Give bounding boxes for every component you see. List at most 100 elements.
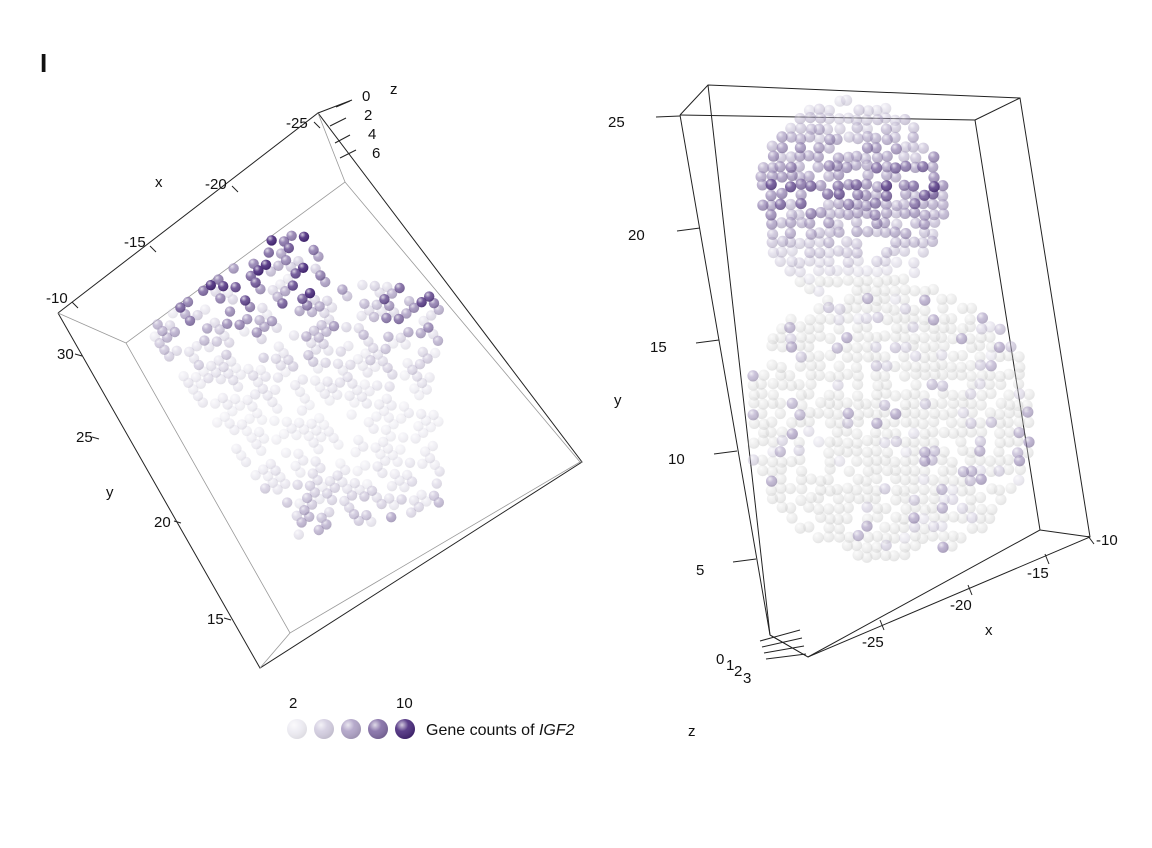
- data-point: [975, 473, 987, 485]
- data-point: [898, 521, 910, 534]
- data-point: [917, 237, 929, 249]
- data-point: [908, 474, 920, 486]
- left-y-tick-label: 25: [76, 429, 93, 446]
- data-point: [803, 323, 815, 335]
- data-point: [369, 280, 380, 292]
- data-point: [785, 161, 797, 173]
- data-point: [890, 464, 902, 476]
- data-point: [994, 437, 1006, 449]
- data-point: [898, 351, 910, 363]
- data-point: [748, 397, 760, 409]
- data-point: [994, 323, 1006, 335]
- data-point: [871, 473, 883, 485]
- data-point: [841, 397, 853, 409]
- data-point: [907, 482, 920, 494]
- data-point: [898, 294, 910, 306]
- data-point: [324, 507, 335, 518]
- data-point: [308, 244, 319, 256]
- data-point: [283, 242, 294, 254]
- data-point: [841, 246, 853, 259]
- data-point: [399, 482, 410, 493]
- data-point: [917, 161, 929, 173]
- data-point: [766, 416, 778, 428]
- data-point: [841, 341, 853, 353]
- data-point: [356, 391, 368, 402]
- data-point: [889, 293, 902, 305]
- right-z-tick-label: 2: [734, 663, 742, 680]
- data-point: [359, 491, 370, 502]
- data-point: [852, 322, 864, 334]
- data-point: [273, 260, 284, 271]
- data-point: [418, 427, 429, 438]
- data-point: [786, 417, 798, 429]
- data-point: [335, 346, 346, 357]
- data-point: [872, 311, 884, 324]
- data-point: [322, 376, 333, 387]
- data-point: [833, 370, 845, 383]
- data-point: [372, 380, 383, 391]
- data-point: [890, 236, 902, 248]
- data-point: [813, 103, 825, 115]
- data-point: [224, 337, 235, 348]
- data-point: [785, 313, 797, 325]
- data-point: [1013, 474, 1025, 486]
- left-3d-plot: -25 -20 -15 -10 x 30 25 20 15 y 0 2 4 6: [46, 81, 583, 669]
- data-point: [784, 483, 797, 495]
- data-point: [357, 279, 368, 291]
- data-point: [843, 465, 855, 477]
- data-point: [889, 274, 901, 286]
- data-point: [270, 465, 281, 476]
- data-point: [803, 170, 815, 182]
- data-point: [293, 529, 304, 540]
- data-point: [851, 150, 863, 162]
- data-point: [935, 331, 948, 344]
- data-point: [881, 207, 893, 219]
- data-point: [756, 388, 768, 400]
- left-points: [149, 230, 445, 540]
- data-point: [994, 454, 1006, 467]
- data-point: [329, 482, 340, 493]
- data-point: [879, 255, 891, 267]
- data-point: [870, 360, 883, 372]
- data-point: [280, 447, 292, 458]
- data-point: [918, 483, 930, 496]
- data-point: [406, 507, 417, 518]
- data-point: [965, 417, 977, 429]
- data-point: [937, 190, 949, 202]
- left-z-axis-title: z: [390, 81, 398, 98]
- data-point: [889, 342, 902, 354]
- data-point: [841, 368, 854, 380]
- data-point: [842, 437, 854, 449]
- data-point: [401, 308, 412, 319]
- data-point: [298, 231, 310, 242]
- data-point: [240, 456, 252, 468]
- data-point: [964, 484, 976, 496]
- data-point: [850, 361, 863, 374]
- left-z-tick-label: 4: [368, 126, 376, 143]
- data-point: [861, 446, 873, 458]
- data-point: [217, 392, 228, 404]
- data-point: [796, 465, 808, 477]
- data-point: [823, 142, 835, 154]
- data-point: [228, 263, 239, 274]
- data-point: [870, 427, 882, 439]
- data-point: [290, 460, 301, 472]
- data-point: [976, 323, 988, 335]
- data-point: [851, 247, 863, 259]
- data-point: [804, 247, 816, 259]
- data-point: [1004, 426, 1016, 438]
- data-point: [794, 142, 807, 154]
- data-point: [928, 209, 940, 221]
- data-point: [796, 399, 808, 411]
- data-point: [938, 426, 950, 439]
- data-point: [917, 408, 930, 420]
- data-point: [776, 142, 788, 154]
- data-point: [250, 470, 261, 481]
- data-point: [767, 228, 779, 240]
- data-point: [433, 497, 444, 508]
- data-point: [947, 493, 959, 505]
- data-point: [407, 364, 418, 375]
- data-point: [393, 313, 404, 325]
- right-x-axis: -25 -20 -15 -10 x: [862, 532, 1118, 651]
- data-point: [202, 323, 213, 334]
